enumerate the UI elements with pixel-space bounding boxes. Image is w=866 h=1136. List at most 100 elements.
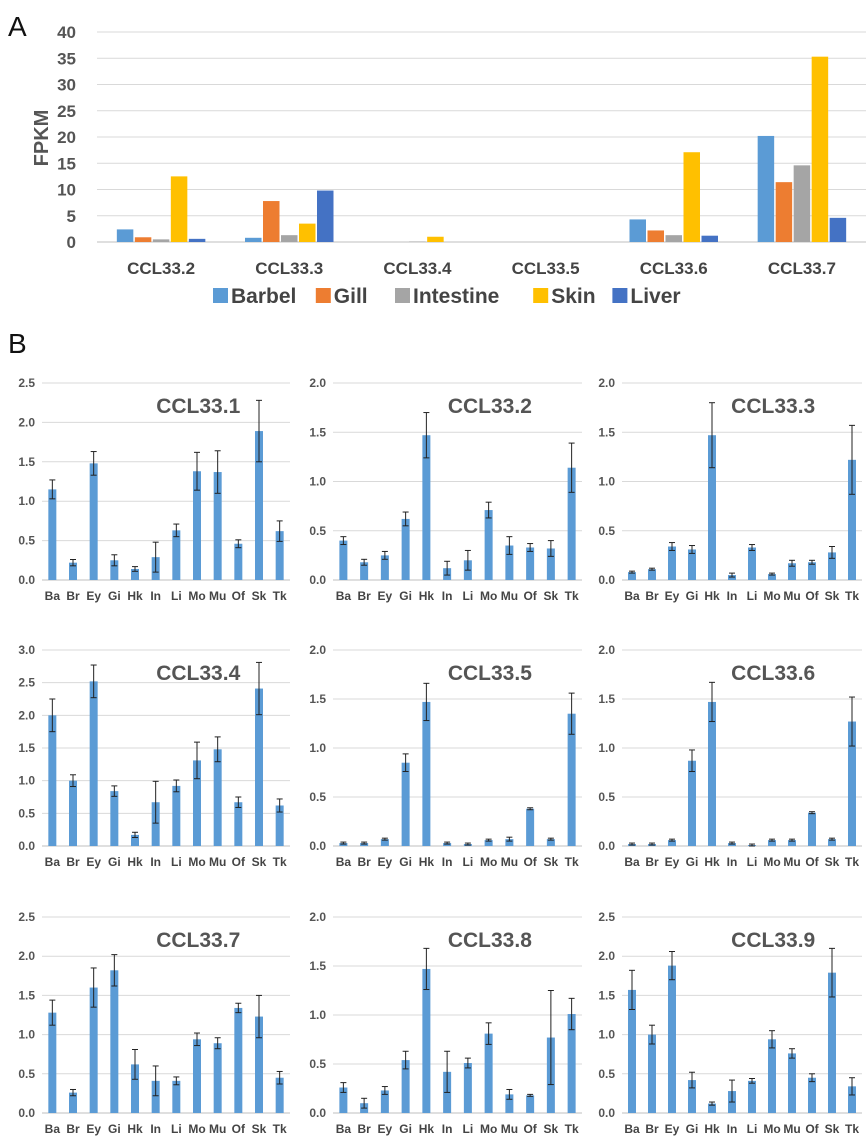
y-tick-label: 0.0 (309, 573, 326, 587)
x-tick-label: Br (357, 1122, 371, 1136)
x-tick-label: Tk (845, 1122, 859, 1136)
x-tick-label: In (442, 1122, 453, 1136)
x-tick-label: CCL33.2 (127, 259, 195, 278)
bar-Gi (110, 970, 119, 1113)
bar-Gi (110, 791, 119, 846)
subchart-CCL33.7: 0.0 0.5 1.0 1.5 2.0 2.5 Ba Br Ey Gi Hk In Li Mo Mu Of Sk… (18, 910, 290, 1136)
y-tick-label: 2.0 (598, 643, 615, 657)
y-tick-label: 1.0 (598, 741, 615, 755)
x-tick-label: Of (523, 855, 537, 869)
panel-a-label: A (8, 11, 27, 42)
bar-Tk (567, 467, 576, 580)
y-tick-label: 1.5 (309, 425, 326, 439)
x-tick-label: Sk (825, 589, 840, 603)
x-tick-label: Ey (665, 855, 680, 869)
x-tick-label: Mu (783, 855, 800, 869)
bar-Mu (213, 472, 222, 580)
x-tick-label: Li (463, 1122, 474, 1136)
x-tick-label: Li (747, 1122, 758, 1136)
x-tick-label: Gi (108, 1122, 121, 1136)
x-tick-label: In (727, 1122, 738, 1136)
bar-Sk (255, 688, 263, 846)
x-tick-label: CCL33.5 (512, 259, 580, 278)
subchart-title: CCL33.7 (156, 929, 240, 952)
bar-Tk (275, 1077, 284, 1113)
legend-label: Skin (551, 285, 595, 308)
bar-Tk (567, 1014, 576, 1113)
bar-Sk (828, 972, 836, 1113)
bar-Of (234, 802, 243, 846)
panel-b-label: B (8, 328, 27, 359)
x-tick-label: Of (232, 589, 246, 603)
x-tick-label: Ey (665, 1122, 680, 1136)
y-tick-label: 10 (57, 181, 76, 200)
bar-Gi (401, 518, 410, 580)
x-tick-label: Br (66, 1122, 80, 1136)
x-tick-label: Ey (86, 1122, 101, 1136)
bar-gill-CCL33.6 (647, 230, 664, 242)
bar-Of (808, 812, 816, 846)
y-tick-label: 2.0 (18, 949, 35, 963)
x-tick-label: Gi (399, 589, 412, 603)
x-tick-label: Hk (704, 1122, 720, 1136)
x-tick-label: Hk (704, 589, 720, 603)
bar-Of (234, 1007, 243, 1113)
x-tick-label: Ba (45, 855, 61, 869)
x-tick-label: In (442, 589, 453, 603)
x-tick-label: Mo (763, 589, 780, 603)
bar-Of (234, 543, 243, 580)
bar-Mu (505, 545, 514, 580)
x-tick-label: Tk (273, 1122, 287, 1136)
x-tick-label: Sk (544, 1122, 559, 1136)
y-tick-label: 1.0 (18, 1028, 35, 1042)
subchart-title: CCL33.1 (156, 395, 240, 418)
y-tick-label: 0.5 (598, 790, 615, 804)
y-tick-label: 0.5 (18, 1067, 35, 1081)
x-tick-label: Ey (86, 855, 101, 869)
bar-Ba (48, 715, 57, 846)
subchart-CCL33.9: 0.0 0.5 1.0 1.5 2.0 2.5 Ba Br Ey Gi Hk In Li Mo Mu Of Sk… (598, 910, 862, 1136)
y-tick-label: 1.5 (309, 959, 326, 973)
x-tick-label: Mu (501, 855, 518, 869)
bar-Hk (422, 968, 431, 1113)
y-tick-label: 40 (57, 23, 76, 42)
x-tick-label: CCL33.7 (768, 259, 836, 278)
y-tick-label: 1.0 (309, 741, 326, 755)
subchart-CCL33.1: 0.0 0.5 1.0 1.5 2.0 2.5 Ba Br Ey Gi Hk In Li Mo Mu Of Sk… (18, 376, 290, 603)
bar-Tk (848, 721, 856, 846)
x-tick-label: In (727, 589, 738, 603)
bar-Gi (110, 560, 119, 580)
x-tick-label: Ey (378, 1122, 393, 1136)
bar-Mu (213, 1043, 222, 1113)
bar-Of (526, 547, 535, 580)
x-tick-label: Ba (624, 1122, 640, 1136)
y-tick-label: 2.0 (598, 376, 615, 390)
x-tick-label: Hk (127, 589, 143, 603)
subchart-CCL33.6: 0.0 0.5 1.0 1.5 2.0 Ba Br Ey Gi Hk In Li Mo Mu Of Sk Tk C… (598, 643, 862, 869)
y-tick-label: 1.5 (598, 988, 615, 1002)
y-tick-label: 0.5 (309, 524, 326, 538)
bar-Tk (275, 531, 284, 580)
x-tick-label: Li (171, 589, 182, 603)
bar-Hk (708, 701, 716, 846)
x-tick-label: Gi (108, 855, 121, 869)
bar-liver-CCL33.3 (317, 190, 334, 242)
legend-swatch (315, 288, 331, 303)
subchart-title: CCL33.9 (731, 929, 815, 952)
bar-Hk (422, 435, 431, 580)
subchart-title: CCL33.8 (448, 929, 532, 952)
subchart-CCL33.4: 0.0 0.5 1.0 1.5 2.0 2.5 3.0 Ba Br Ey Gi Hk In Li Mo Mu O… (18, 643, 290, 869)
x-tick-label: Of (232, 855, 246, 869)
bar-Mo (484, 510, 493, 580)
y-tick-label: 2.0 (309, 910, 326, 924)
x-tick-label: Ey (665, 589, 680, 603)
bar-Of (808, 1077, 816, 1113)
bar-intestine-CCL33.6 (665, 235, 682, 242)
legend-label: Barbel (231, 285, 296, 308)
bar-Ey (668, 965, 676, 1113)
x-tick-label: Br (645, 855, 659, 869)
x-tick-label: Tk (565, 589, 579, 603)
bar-Ba (339, 540, 348, 580)
bar-Ba (628, 989, 636, 1113)
subchart-CCL33.3: 0.0 0.5 1.0 1.5 2.0 Ba Br Ey Gi Hk In Li Mo Mu Of Sk Tk C… (598, 376, 862, 603)
